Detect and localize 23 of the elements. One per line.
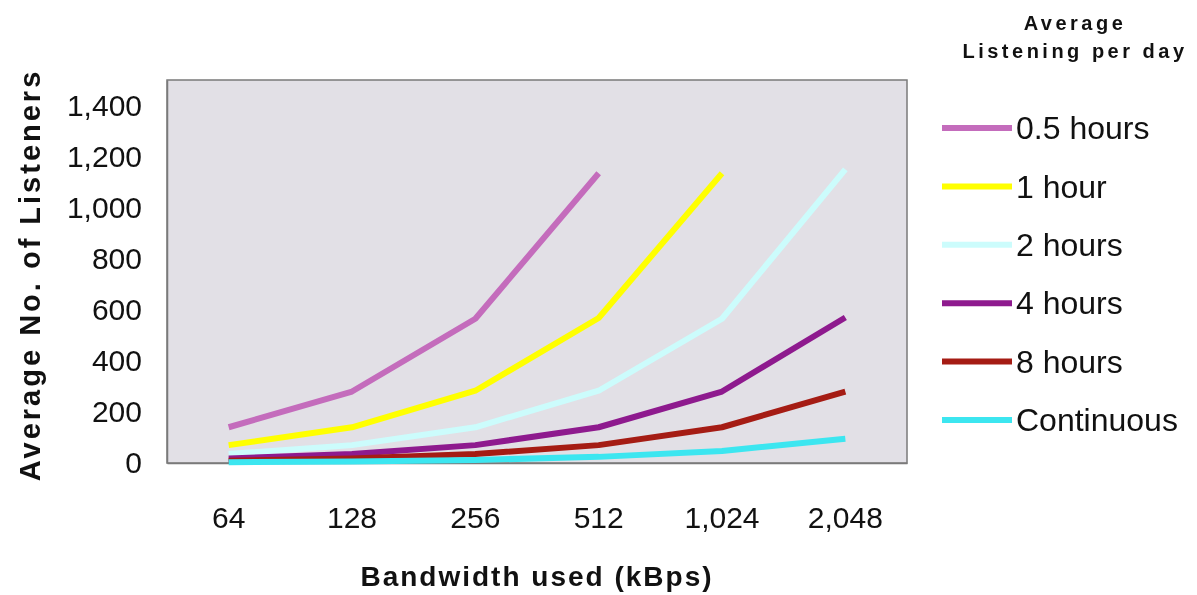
y-tick-label: 1,400 (66, 88, 142, 122)
legend-title: Average Listening per day (962, 12, 1188, 62)
y-tick-label: 200 (91, 395, 142, 429)
x-tick-label: 128 (326, 501, 378, 535)
x-tick-label: 2,048 (807, 501, 883, 535)
y-tick-label: 0 (125, 446, 142, 480)
legend-label: 8 hours (1016, 343, 1123, 380)
y-tick-label: 400 (91, 343, 142, 377)
legend-label: 4 hours (1016, 285, 1123, 322)
y-tick-label: 1,000 (66, 190, 142, 224)
x-tick-label: 64 (211, 501, 246, 535)
legend-label: 1 hour (1016, 168, 1108, 205)
x-tick-label: 1,024 (684, 501, 760, 535)
legend-label: 0.5 hours (1016, 110, 1150, 147)
x-tick-label: 512 (573, 501, 624, 535)
y-tick-label: 1,200 (66, 139, 142, 173)
legend-label: 2 hours (1016, 227, 1123, 263)
legend-label: Continuous (1016, 402, 1178, 439)
x-tick-label: 256 (450, 501, 501, 535)
x-axis-title: Bandwidth used (kBps) (360, 561, 714, 592)
y-tick-label: 600 (91, 292, 142, 326)
y-axis-title: Average No. of Listeners (14, 68, 46, 482)
y-tick-label: 800 (91, 241, 142, 275)
